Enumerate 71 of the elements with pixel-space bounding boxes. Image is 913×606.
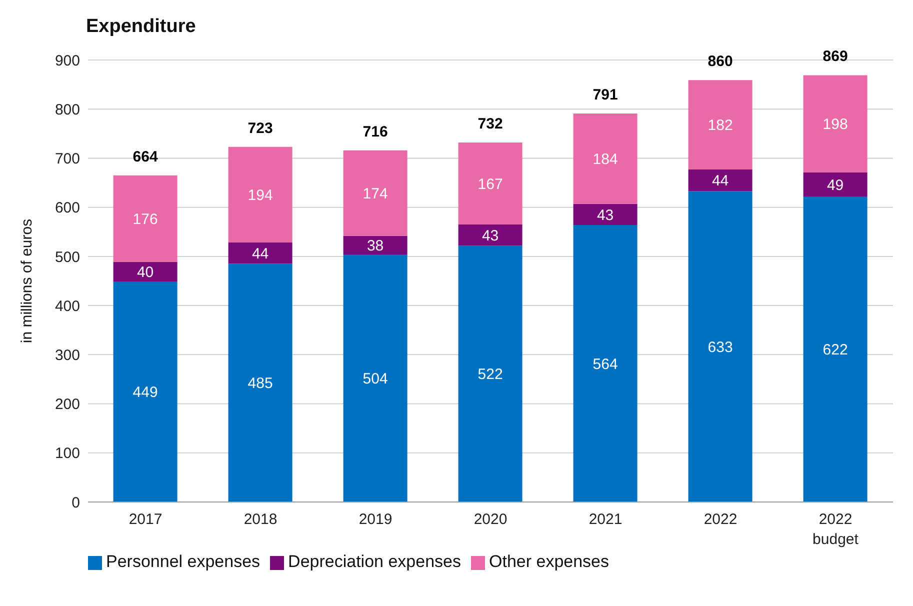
data-label: 485 (248, 375, 273, 392)
data-label: 40 (136, 264, 154, 281)
data-label: 198 (822, 116, 848, 134)
bar (803, 196, 868, 502)
y-tick-label: 500 (54, 248, 80, 266)
bar (228, 146, 292, 242)
bar (343, 150, 408, 236)
data-label: 504 (362, 370, 388, 388)
data-label: 564 (592, 356, 618, 373)
bar (458, 246, 522, 502)
y-axis-title: in millions of euros (18, 218, 36, 344)
data-label: 43 (596, 206, 614, 224)
bar (803, 172, 868, 197)
total-label: 723 (248, 120, 273, 137)
y-tick-label: 100 (54, 445, 80, 462)
data-label: 167 (478, 176, 503, 193)
data-label: 184 (592, 151, 618, 168)
data-label: 38 (366, 237, 384, 254)
legend-label: Other expenses (489, 552, 610, 571)
x-tick-label: 2022 budget (812, 511, 860, 548)
bar (113, 281, 178, 502)
x-tick-label: 2018 (244, 511, 278, 528)
data-label: 43 (482, 227, 499, 244)
legend-label: Personnel expenses (106, 552, 260, 571)
data-label: 633 (708, 338, 733, 356)
y-tick-label: 700 (54, 150, 80, 168)
bar (113, 175, 178, 262)
x-tick-label: 2021 (588, 511, 622, 528)
y-tick-label: 600 (54, 200, 80, 217)
bar (688, 191, 752, 502)
y-tick-label: 0 (72, 494, 80, 512)
bar (573, 225, 638, 502)
data-label: 522 (478, 366, 503, 384)
x-tick-label: 2019 (358, 511, 392, 528)
bar (343, 236, 408, 254)
data-label: 44 (252, 245, 269, 262)
bar (688, 170, 752, 192)
data-label: 174 (362, 185, 388, 202)
total-label: 716 (362, 123, 388, 140)
bar (228, 264, 292, 502)
y-tick-label: 800 (54, 101, 80, 118)
total-label: 732 (478, 116, 503, 133)
x-tick-label: 2020 (474, 511, 508, 528)
total-label: 860 (708, 53, 733, 70)
bar (573, 114, 638, 204)
x-tick-label: 2022 (704, 511, 738, 528)
data-label: 49 (826, 176, 844, 194)
data-label: 44 (712, 172, 729, 190)
total-label: 664 (132, 148, 158, 166)
data-label: 182 (708, 117, 733, 134)
bar (113, 262, 178, 282)
legend-label: Depreciation expenses (288, 552, 461, 571)
data-label: 622 (822, 342, 848, 359)
bar (228, 242, 292, 264)
x-tick-label: 2017 (128, 511, 162, 528)
y-tick-label: 200 (54, 396, 80, 414)
data-label: 449 (132, 384, 158, 402)
y-tick-label: 900 (54, 52, 80, 70)
chart-title: Expenditure (86, 16, 196, 38)
bar (458, 224, 522, 246)
bar (458, 142, 522, 225)
data-label: 194 (248, 186, 273, 204)
y-tick-label: 300 (54, 346, 80, 364)
bar (688, 80, 752, 170)
data-label: 176 (132, 210, 158, 228)
total-label: 791 (592, 86, 618, 104)
y-tick-label: 400 (54, 298, 80, 315)
total-label: 869 (822, 48, 848, 66)
bar (573, 204, 638, 226)
bar (343, 254, 408, 502)
bar (803, 75, 868, 172)
